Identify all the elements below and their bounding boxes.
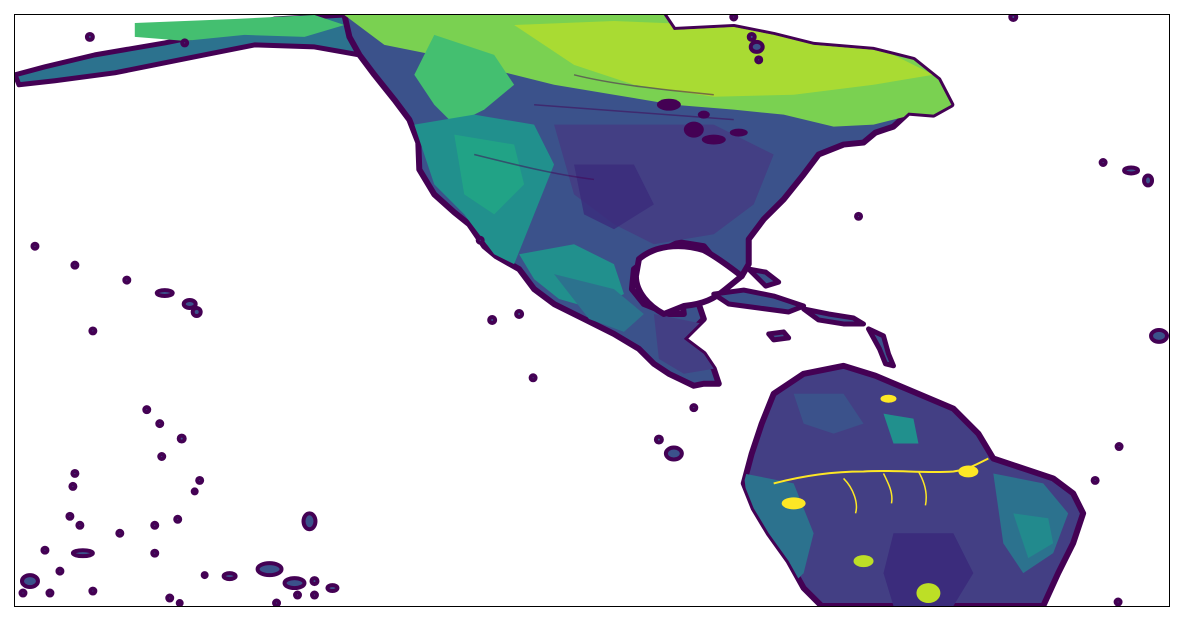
map-frame	[14, 14, 1170, 607]
great-lakes	[656, 98, 748, 145]
map-canvas	[15, 15, 1169, 606]
pacific-islands	[18, 15, 1169, 606]
caribbean-islands	[711, 266, 896, 369]
alaska-landmass	[15, 15, 362, 88]
gulf-of-mexico	[632, 243, 745, 317]
south-america-landmass	[740, 362, 1087, 606]
north-america-landmass	[341, 15, 955, 389]
